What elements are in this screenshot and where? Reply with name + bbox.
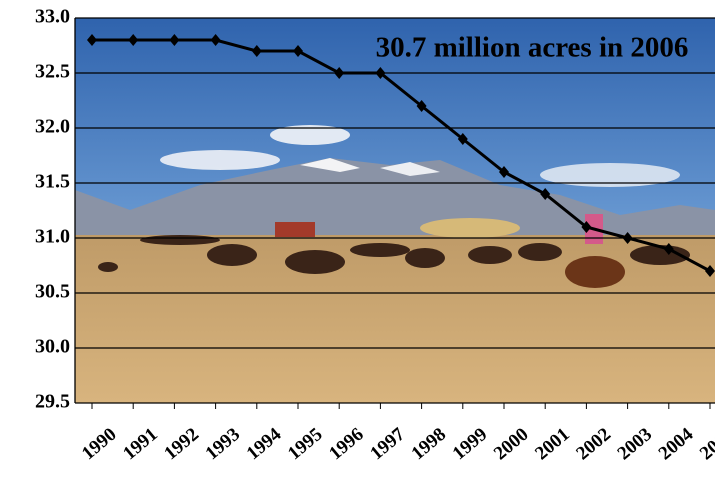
point-marker <box>705 265 715 277</box>
point-marker <box>457 133 468 145</box>
x-tick-label: 1996 <box>325 424 368 465</box>
point-marker <box>540 188 551 200</box>
x-tick-label: 1990 <box>78 424 121 465</box>
point-marker <box>251 45 262 57</box>
y-tick-label: 32.5 <box>35 61 70 83</box>
y-tick-label: 30.5 <box>35 281 70 303</box>
point-marker <box>622 232 633 244</box>
x-tick-label: 1993 <box>202 424 245 465</box>
background-photo <box>75 18 715 403</box>
x-tick-label: 2003 <box>614 424 657 465</box>
x-tick-label: 2000 <box>490 424 533 465</box>
x-tick-label: 1997 <box>366 424 409 465</box>
x-tick-label: 2002 <box>572 424 615 465</box>
point-marker <box>663 243 674 255</box>
x-tick-label: 1991 <box>119 424 162 465</box>
y-tick-label: 30.0 <box>35 336 70 358</box>
series-line <box>92 38 711 273</box>
x-tick-label: 1998 <box>408 424 451 465</box>
point-marker <box>334 67 345 79</box>
point-marker <box>87 34 97 46</box>
y-tick-label: 33.0 <box>35 6 70 28</box>
x-tick-label: 2005 <box>696 424 715 465</box>
point-marker <box>210 34 221 46</box>
y-tick-label: 32.0 <box>35 116 70 138</box>
annotation: 30.7 million acres in 2006 <box>376 32 689 64</box>
y-tick-label: 29.5 <box>35 391 70 413</box>
y-tick-label: 31.5 <box>35 171 70 193</box>
point-marker <box>169 34 180 46</box>
x-tick-label: 2001 <box>531 424 574 465</box>
point-marker <box>499 166 509 178</box>
point-marker <box>375 67 386 79</box>
x-tick-label: 2004 <box>655 424 698 465</box>
point-marker <box>416 100 427 112</box>
x-tick-label: 1999 <box>449 424 492 465</box>
x-tick-label: 1994 <box>243 424 286 465</box>
point-marker <box>128 34 139 46</box>
x-tick-label: 1992 <box>160 424 203 465</box>
point-marker <box>293 45 303 57</box>
point-marker <box>581 221 592 233</box>
y-tick-label: 31.0 <box>35 226 70 248</box>
x-tick-label: 1995 <box>284 424 327 465</box>
